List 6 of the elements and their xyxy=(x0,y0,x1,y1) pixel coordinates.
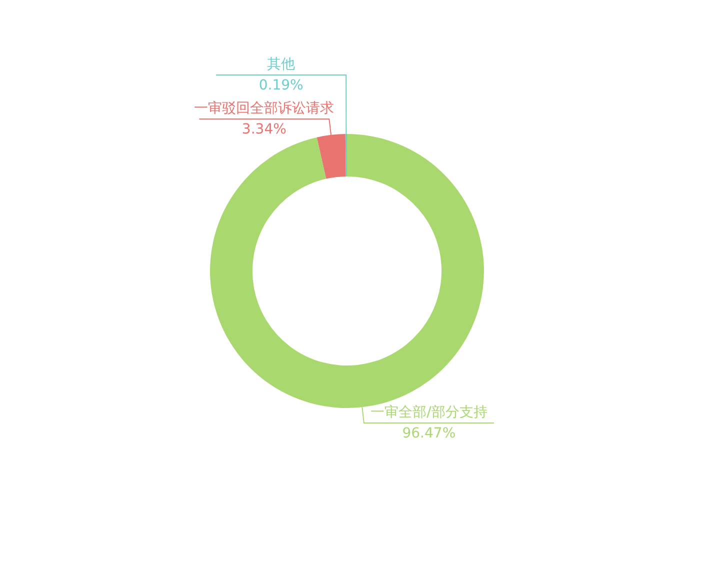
slice-label: 一审全部/部分支持 xyxy=(370,404,488,421)
slice-label: 其他 xyxy=(267,56,296,73)
slice-label: 一审驳回全部诉讼请求 xyxy=(194,100,334,117)
data-label: 3.34% xyxy=(242,122,286,138)
data-label: 96.47% xyxy=(402,426,456,442)
data-label: 0.19% xyxy=(258,78,304,94)
